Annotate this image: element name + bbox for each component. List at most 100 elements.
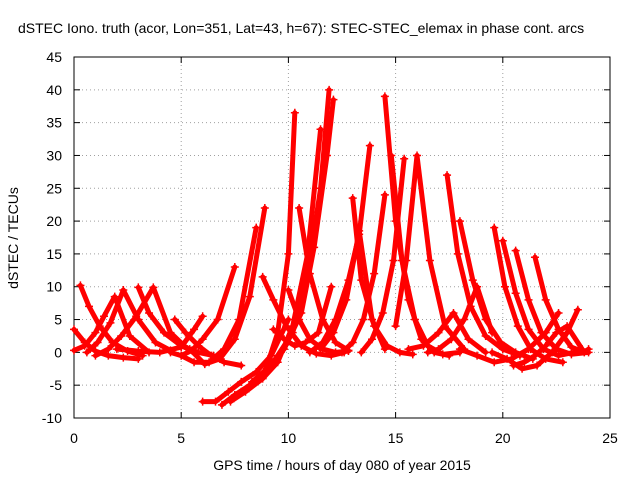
y-tick-label: 25 <box>46 180 62 196</box>
data-point-marker <box>258 272 267 281</box>
data-point-marker <box>117 331 126 340</box>
series-line <box>307 143 373 355</box>
data-point-marker <box>284 249 293 258</box>
data-point-marker <box>217 400 226 409</box>
data-point-marker <box>226 397 235 406</box>
data-point-marker <box>423 348 432 357</box>
data-point-marker <box>318 315 327 324</box>
data-point-marker <box>453 249 462 258</box>
data-point-marker <box>70 346 78 355</box>
data-point-marker <box>567 343 576 352</box>
data-point-marker <box>490 223 499 232</box>
data-point-marker <box>402 256 411 265</box>
series-line <box>270 284 334 349</box>
data-point-marker <box>280 335 289 344</box>
data-point-marker <box>151 338 160 347</box>
data-point-marker <box>76 281 85 290</box>
data-point-marker <box>464 335 473 344</box>
data-point-marker <box>119 286 128 295</box>
data-point-marker <box>410 315 419 324</box>
data-point-marker <box>284 286 293 295</box>
data-point-marker <box>91 351 100 360</box>
data-point-marker <box>511 289 520 298</box>
data-point-marker <box>481 331 490 340</box>
data-point-marker <box>443 171 452 180</box>
y-tick-label: 5 <box>54 312 62 328</box>
data-point-marker <box>252 223 261 232</box>
data-point-marker <box>85 302 94 311</box>
data-point-marker <box>530 253 539 262</box>
series-line <box>393 153 467 352</box>
data-point-marker <box>269 325 278 334</box>
series-line <box>178 225 259 365</box>
data-point-marker <box>237 377 246 386</box>
x-tick-label: 10 <box>281 430 297 446</box>
data-point-marker <box>552 328 561 337</box>
data-point-marker <box>541 341 550 350</box>
y-axis-label: dSTEC / TECUs <box>5 187 21 289</box>
data-point-marker <box>359 315 368 324</box>
data-point-marker <box>558 358 567 367</box>
data-point-marker <box>541 295 550 304</box>
data-point-marker <box>481 315 490 324</box>
y-tick-label: 15 <box>46 246 62 262</box>
x-tick-label: 15 <box>388 430 404 446</box>
data-point-marker <box>468 276 477 285</box>
series-arc <box>247 95 338 386</box>
series-arc <box>443 171 524 360</box>
data-point-marker <box>70 325 78 334</box>
series-line <box>444 172 523 359</box>
data-point-marker <box>548 348 557 357</box>
data-point-marker <box>282 322 291 331</box>
data-point-marker <box>190 358 199 367</box>
data-point-marker <box>177 343 186 352</box>
data-point-marker <box>513 322 522 331</box>
data-point-marker <box>554 308 563 317</box>
data-point-marker <box>198 335 207 344</box>
x-tick-label: 5 <box>177 430 185 446</box>
data-point-marker <box>404 345 413 354</box>
data-point-marker <box>342 295 351 304</box>
data-point-marker <box>520 358 529 367</box>
axis-ticks: 0 5 10 15 20 25 -10 -5 0 5 10 15 20 25 30 35 40 45 <box>42 49 618 446</box>
y-tick-label: -10 <box>42 410 62 426</box>
data-point-marker <box>524 325 533 334</box>
data-point-marker <box>500 282 509 291</box>
y-tick-label: -5 <box>50 377 63 393</box>
data-point-marker <box>224 387 233 396</box>
series-line <box>187 205 268 367</box>
data-point-marker <box>490 358 499 367</box>
data-point-marker <box>573 305 582 314</box>
data-point-marker <box>395 348 404 357</box>
data-point-marker <box>578 345 587 354</box>
data-point-marker <box>305 335 314 344</box>
x-tick-label: 0 <box>70 430 78 446</box>
data-point-marker <box>387 151 396 160</box>
data-point-marker <box>518 364 527 373</box>
data-point-marker <box>419 341 428 350</box>
chart-title: dSTEC Iono. truth (acor, Lon=351, Lat=43… <box>18 20 584 36</box>
data-point-marker <box>378 308 387 317</box>
data-point-marker <box>380 190 389 199</box>
data-point-marker <box>310 243 319 252</box>
data-point-marker <box>496 338 505 347</box>
y-tick-label: 10 <box>46 279 62 295</box>
series-arc <box>509 322 587 370</box>
series-line <box>382 93 452 359</box>
data-point-marker <box>368 335 377 344</box>
data-point-marker <box>524 295 533 304</box>
x-tick-label: 25 <box>602 430 618 446</box>
data-point-marker <box>185 345 194 354</box>
data-point-marker <box>100 312 109 321</box>
data-point-marker <box>200 360 209 369</box>
data-point-marker <box>460 315 469 324</box>
data-point-marker <box>554 351 563 360</box>
series-arc <box>70 292 154 357</box>
grid <box>74 57 610 418</box>
data-point-marker <box>106 318 115 327</box>
data-point-marker <box>383 341 392 350</box>
data-point-marker <box>357 348 366 357</box>
data-point-marker <box>220 358 229 367</box>
data-point-marker <box>134 283 143 292</box>
